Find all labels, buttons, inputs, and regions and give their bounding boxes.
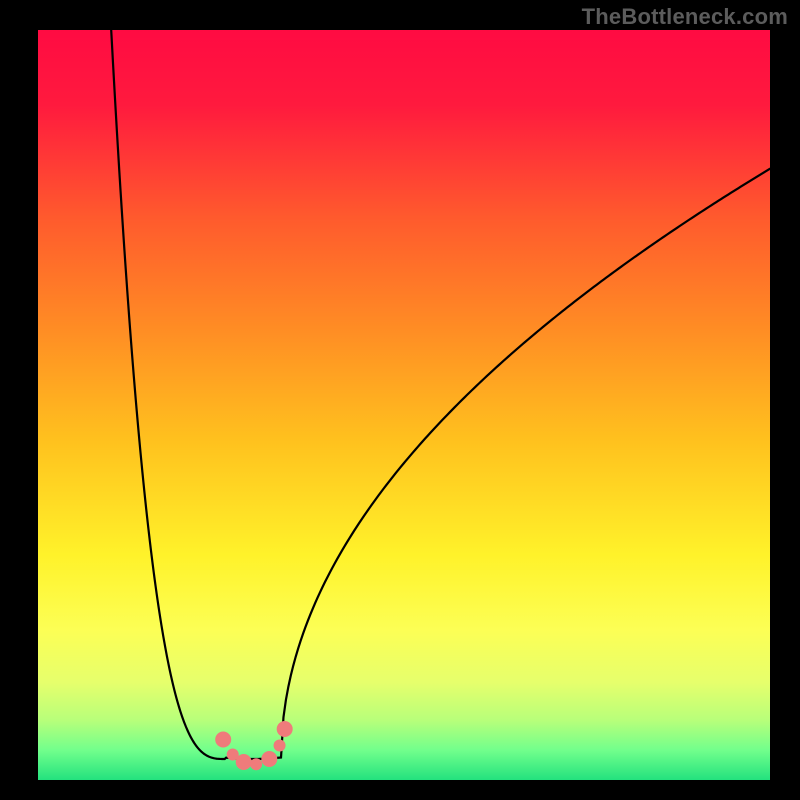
chart-frame: TheBottleneck.com (0, 0, 800, 800)
watermark-label: TheBottleneck.com (582, 4, 788, 30)
curve-overlay (38, 30, 770, 780)
bottleneck-curve (111, 30, 770, 759)
dip-marker (274, 740, 286, 752)
dip-marker (261, 751, 277, 767)
dip-marker (236, 754, 252, 770)
dip-marker (277, 721, 293, 737)
plot-area (38, 30, 770, 780)
dip-marker (250, 758, 262, 770)
dip-marker (215, 732, 231, 748)
